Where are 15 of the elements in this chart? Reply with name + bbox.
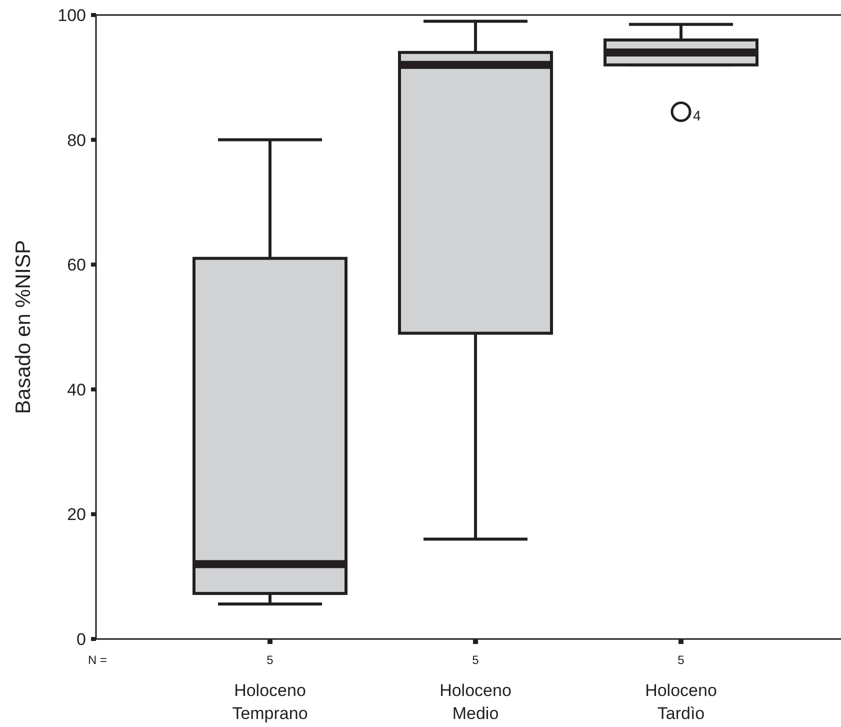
x-tick-label: Holoceno Temprano	[232, 681, 308, 723]
y-tick-label: 100	[58, 6, 86, 25]
y-axis-title: Basado en %NISP	[12, 240, 35, 414]
x-tick-label: Holoceno Tardìo	[645, 681, 717, 723]
text: 5	[678, 653, 685, 667]
y-tick-label: 80	[67, 130, 86, 150]
y-tick-label: 0	[76, 630, 86, 649]
annotation: 4	[693, 108, 701, 124]
x-tick-label: Holoceno Medio	[440, 681, 512, 723]
y-tick-label: 40	[67, 380, 86, 400]
text: 5	[266, 653, 274, 667]
text: N =	[88, 653, 108, 667]
y-tick-label: 20	[67, 505, 86, 524]
text: 5	[472, 653, 480, 667]
y-tick-label: 60	[67, 256, 86, 275]
